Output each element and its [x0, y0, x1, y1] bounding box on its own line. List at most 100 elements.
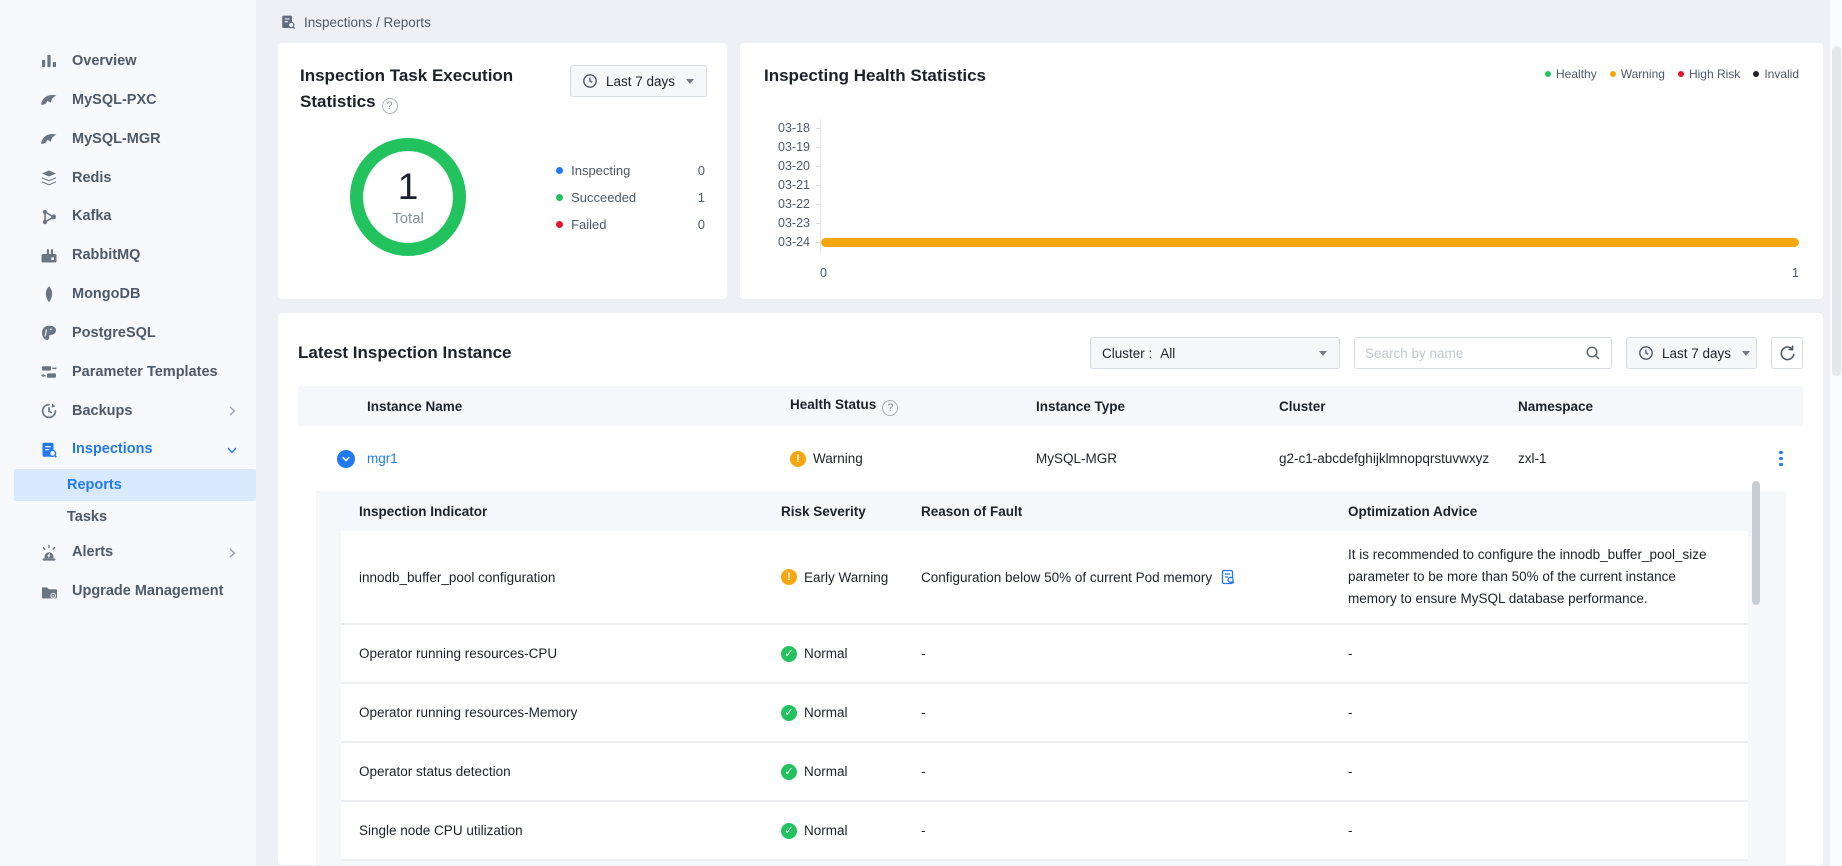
exec-statistics-card: Inspection Task Execution Statistics? La… [278, 43, 727, 299]
legend-label: Succeeded [571, 189, 637, 205]
cluster-filter-value: All [1160, 345, 1176, 361]
kafka-icon [40, 208, 58, 226]
sidebar-item-label: Kafka [72, 208, 112, 225]
refresh-button[interactable] [1771, 337, 1803, 369]
col-namespace: Namespace [1518, 398, 1594, 414]
legend-item-high-risk: High Risk [1677, 67, 1740, 81]
severity-badge: ! Early Warning [781, 569, 921, 585]
alarm-siren-icon [40, 544, 58, 562]
row-actions-menu[interactable] [1779, 450, 1783, 467]
cluster-filter-select[interactable]: Cluster : All [1090, 337, 1340, 369]
severity-badge: ✓ Normal [781, 704, 921, 721]
legend-item-failed: Failed 0 [556, 217, 705, 232]
advice-cell: - [1348, 764, 1353, 779]
sidebar-item-upgrade-management[interactable]: Upgrade Management [0, 572, 256, 611]
collapse-row-button[interactable] [337, 449, 355, 468]
legend-dot [556, 220, 564, 228]
indicator-row: Operator status detection ✓ Normal - - [341, 743, 1748, 802]
main-content: Inspections / Reports Inspection Task Ex… [256, 0, 1842, 866]
health-statistics-card: Inspecting Health Statistics Healthy War… [740, 43, 1823, 299]
search-box [1354, 337, 1612, 369]
sidebar-item-mysql-mgr[interactable]: MySQL-MGR [0, 120, 256, 159]
col-optimization-advice: Optimization Advice [1348, 503, 1478, 519]
page-scrollbar-thumb[interactable] [1832, 46, 1841, 376]
latest-card-title: Latest Inspection Instance [298, 343, 512, 363]
chevron-right-icon [226, 547, 238, 559]
bar-chart-icon [40, 52, 58, 70]
latest-range-select[interactable]: Last 7 days [1626, 337, 1757, 369]
indicator-cell: Operator running resources-CPU [359, 646, 558, 661]
rabbitmq-icon [40, 247, 58, 265]
sidebar-item-tasks[interactable]: Tasks [0, 501, 256, 533]
caret-down-icon [1741, 350, 1751, 357]
advice-cell: - [1348, 646, 1353, 661]
sidebar-item-label: MySQL-MGR [72, 130, 161, 147]
instance-name-link[interactable]: mgr1 [367, 451, 398, 466]
instance-row: mgr1 ! Warning MySQL-MGR g2-c1-abcdefghij… [298, 426, 1803, 491]
sidebar-item-backups[interactable]: Backups [0, 392, 256, 431]
legend-item-invalid: Invalid [1753, 67, 1799, 81]
health-bar-chart: 03-18 03-19 03-20 03-21 03-22 03-23 03-2… [764, 118, 1799, 280]
folder-gear-icon [40, 583, 58, 601]
sidebar-item-inspections[interactable]: Inspections [0, 430, 256, 469]
namespace-cell: zxl-1 [1518, 451, 1547, 466]
sidebar-item-postgresql[interactable]: PostgreSQL [0, 314, 256, 353]
col-health-status: Health Status? [790, 397, 1036, 416]
y-axis-label: 03-21 [778, 178, 810, 192]
y-axis-label: 03-22 [778, 197, 810, 211]
advice-cell: - [1348, 823, 1353, 838]
mysql-dolphin-icon [40, 91, 58, 109]
report-document-icon[interactable] [1220, 569, 1236, 585]
x-tick-label: 0 [820, 265, 827, 280]
sidebar-item-mysql-pxc[interactable]: MySQL-PXC [0, 81, 256, 120]
sidebar-item-mongodb[interactable]: MongoDB [0, 275, 256, 314]
sidebar-item-overview[interactable]: Overview [0, 42, 256, 81]
cluster-filter-label: Cluster : [1102, 345, 1153, 361]
indicators-table-header: Inspection Indicator Risk Severity Reaso… [341, 491, 1748, 531]
warning-icon: ! [781, 569, 797, 585]
reason-cell: - [921, 646, 926, 661]
severity-badge: ✓ Normal [781, 645, 921, 662]
legend-dot [1609, 71, 1616, 77]
sidebar-item-kafka[interactable]: Kafka [0, 197, 256, 236]
legend-dot [1753, 71, 1760, 77]
y-axis-label: 03-24 [778, 235, 810, 249]
sidebar-item-redis[interactable]: Redis [0, 159, 256, 198]
y-axis-label: 03-20 [778, 159, 810, 173]
help-icon[interactable]: ? [882, 399, 899, 416]
sidebar-item-reports[interactable]: Reports [14, 469, 256, 502]
instances-table-header: Instance Name Health Status? Instance Ty… [298, 386, 1803, 426]
indicator-row: innodb_buffer_pool configuration ! Early … [341, 531, 1748, 625]
advice-cell: - [1348, 705, 1353, 720]
page-scrollbar[interactable] [1829, 0, 1842, 866]
donut-total-value: 1 [397, 165, 419, 207]
breadcrumb[interactable]: Inspections / Reports [280, 14, 1823, 30]
check-icon: ✓ [781, 704, 797, 721]
sidebar-item-rabbitmq[interactable]: RabbitMQ [0, 236, 256, 275]
search-icon[interactable] [1585, 345, 1601, 361]
indicators-table: Inspection Indicator Risk Severity Reaso… [341, 491, 1748, 861]
health-legend: Healthy Warning High Risk Invalid [1545, 67, 1799, 81]
search-input[interactable] [1365, 345, 1585, 361]
sidebar-item-alerts[interactable]: Alerts [0, 533, 256, 572]
col-instance-name: Instance Name [367, 398, 463, 414]
sidebar-item-label: Parameter Templates [72, 363, 218, 380]
redis-layers-icon [40, 169, 58, 187]
legend-item-inspecting: Inspecting 0 [556, 163, 705, 178]
sidebar-item-label: Alerts [72, 544, 114, 561]
detail-scrollbar-thumb[interactable] [1752, 481, 1760, 605]
legend-value: 0 [697, 162, 705, 178]
sidebar-item-parameter-templates[interactable]: Parameter Templates [0, 353, 256, 392]
help-icon[interactable]: ? [381, 97, 398, 114]
y-axis-label: 03-18 [778, 121, 810, 135]
inspection-report-icon [280, 14, 296, 30]
legend-dot [1677, 71, 1684, 77]
sidebar-item-label: RabbitMQ [72, 247, 141, 264]
warning-icon: ! [790, 450, 806, 467]
col-instance-type: Instance Type [1036, 398, 1126, 414]
col-reason-of-fault: Reason of Fault [921, 503, 1023, 519]
inspection-report-icon [40, 441, 58, 459]
exec-range-select[interactable]: Last 7 days [569, 65, 707, 97]
x-axis: 0 1 [820, 266, 1799, 280]
